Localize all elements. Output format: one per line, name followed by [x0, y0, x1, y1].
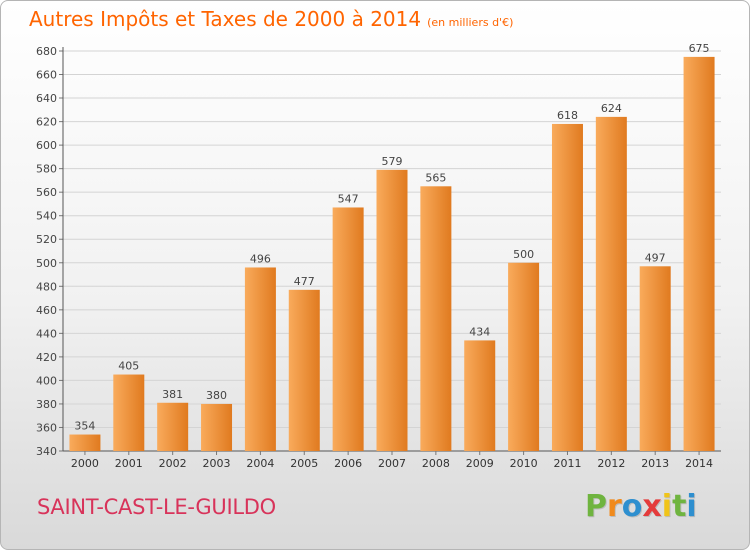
- chart-title-text: Autres Impôts et Taxes de 2000 à 2014: [29, 7, 422, 31]
- y-tick-label: 340: [36, 445, 57, 458]
- x-tick-label: 2013: [641, 457, 669, 470]
- logo-letter: x: [642, 489, 662, 524]
- y-tick-label: 460: [36, 304, 57, 317]
- y-tick-label: 640: [36, 92, 57, 105]
- logo-letter: t: [672, 489, 687, 524]
- data-label: 477: [294, 275, 315, 288]
- y-tick-label: 660: [36, 69, 57, 82]
- bar-2001: [113, 374, 145, 451]
- y-tick-label: 520: [36, 233, 57, 246]
- logo-letter: i: [686, 489, 697, 524]
- y-tick-label: 440: [36, 327, 57, 340]
- x-tick-label: 2006: [334, 457, 362, 470]
- x-tick-label: 2003: [203, 457, 231, 470]
- x-tick-label: 2010: [510, 457, 538, 470]
- bar-2004: [244, 267, 276, 451]
- data-label: 618: [557, 109, 578, 122]
- x-tick-label: 2004: [246, 457, 274, 470]
- bar-2003: [201, 403, 233, 451]
- x-tick-label: 2014: [685, 457, 713, 470]
- bar-2012: [595, 116, 627, 451]
- data-label: 675: [689, 42, 710, 55]
- x-tick-label: 2008: [422, 457, 450, 470]
- bar-2011: [551, 123, 583, 452]
- commune-name: SAINT-CAST-LE-GUILDO: [37, 495, 276, 519]
- x-tick-label: 2005: [290, 457, 318, 470]
- x-tick-label: 2012: [597, 457, 625, 470]
- x-tick-label: 2000: [71, 457, 99, 470]
- data-label: 500: [513, 248, 534, 261]
- data-label: 405: [118, 360, 139, 373]
- logo-letter: i: [661, 489, 673, 524]
- x-tick-label: 2011: [553, 457, 581, 470]
- bar-2008: [420, 186, 452, 451]
- x-tick-label: 2002: [159, 457, 187, 470]
- x-tick-label: 2007: [378, 457, 406, 470]
- bar-2000: [69, 434, 101, 451]
- y-tick-label: 620: [36, 116, 57, 129]
- bar-2002: [157, 402, 189, 451]
- logo-letter: o: [621, 489, 643, 524]
- data-label: 434: [469, 325, 490, 338]
- y-tick-label: 600: [36, 139, 57, 152]
- data-label: 579: [382, 155, 403, 168]
- y-tick-label: 560: [36, 186, 57, 199]
- x-tick-label: 2009: [466, 457, 494, 470]
- chart-title: Autres Impôts et Taxes de 2000 à 2014 (en…: [29, 7, 513, 31]
- y-tick-label: 480: [36, 280, 57, 293]
- data-label: 565: [425, 171, 446, 184]
- y-tick-label: 400: [36, 374, 57, 387]
- bar-2013: [639, 266, 671, 451]
- bar-2007: [376, 169, 408, 451]
- logo-letter: P: [585, 489, 607, 524]
- data-label: 354: [74, 420, 95, 433]
- y-tick-label: 360: [36, 421, 57, 434]
- data-label: 380: [206, 389, 227, 402]
- y-tick-label: 380: [36, 398, 57, 411]
- data-label: 381: [162, 388, 183, 401]
- data-label: 624: [601, 102, 622, 115]
- y-tick-label: 500: [36, 257, 57, 270]
- y-tick-label: 540: [36, 210, 57, 223]
- proxiti-logo: Proxiti: [585, 489, 697, 524]
- logo-letter: r: [607, 489, 622, 524]
- chart-unit: (en milliers d'€): [427, 16, 514, 29]
- data-label: 547: [338, 192, 359, 205]
- y-tick-label: 680: [36, 45, 57, 58]
- data-label: 496: [250, 252, 271, 265]
- x-tick-label: 2001: [115, 457, 143, 470]
- bar-2014: [683, 56, 715, 451]
- bar-2010: [508, 262, 540, 451]
- bar-2006: [332, 207, 364, 451]
- bar-2009: [464, 340, 496, 451]
- data-label: 497: [645, 251, 666, 264]
- bar-2005: [288, 289, 320, 451]
- y-tick-label: 420: [36, 351, 57, 364]
- y-tick-label: 580: [36, 163, 57, 176]
